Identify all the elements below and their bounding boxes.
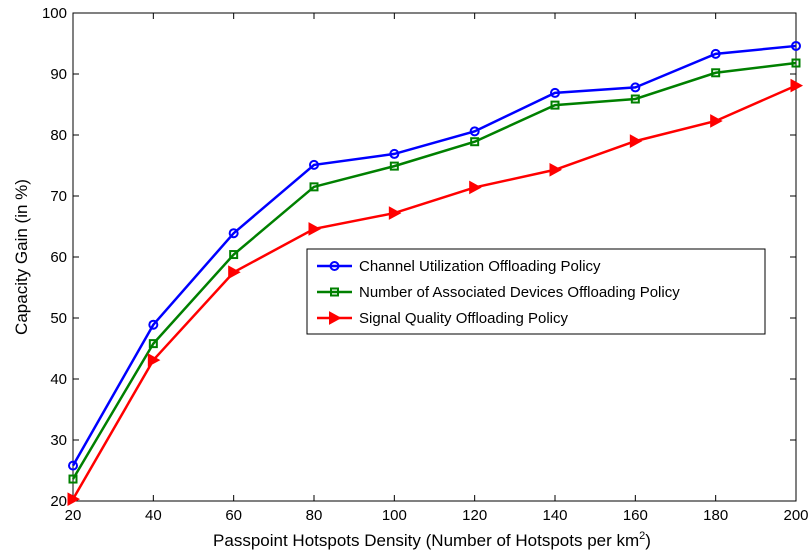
series-1-point-5 — [470, 137, 480, 147]
x-tick-label-4: 100 — [382, 507, 407, 524]
y-tick-label-5: 70 — [50, 188, 67, 205]
series-0-point-8 — [710, 48, 721, 59]
legend-marker-0 — [329, 261, 340, 271]
series-2-point-9 — [790, 78, 804, 93]
y-tick-label-4: 60 — [50, 249, 67, 266]
series-0-point-9 — [791, 40, 801, 51]
legend-label-0: Channel Utilization Offloading Policy — [359, 258, 601, 275]
y-tick-label-7: 90 — [50, 66, 67, 83]
x-axis-label-superscript: 2 — [639, 530, 645, 542]
legend-box — [306, 248, 766, 335]
y-tick-label-2: 40 — [50, 371, 67, 388]
series-0-point-7 — [630, 82, 641, 93]
series-1-point-1 — [148, 339, 158, 349]
series-0 — [68, 40, 801, 471]
series-1-point-2 — [229, 250, 239, 260]
series-0-point-6 — [550, 87, 560, 98]
y-tick-label-0: 20 — [50, 493, 67, 510]
series-0-point-4 — [389, 148, 400, 159]
legend-marker-2 — [329, 311, 342, 325]
x-tick-label-7: 160 — [623, 507, 648, 524]
x-tick-label-8: 180 — [703, 507, 728, 524]
x-tick-label-0: 20 — [65, 507, 82, 524]
series-2-point-0 — [67, 492, 81, 507]
series-0-point-1 — [148, 319, 159, 330]
y-tick-label-6: 80 — [50, 127, 67, 144]
x-tick-label-3: 80 — [306, 507, 323, 524]
legend-label-2: Signal Quality Offloading Policy — [359, 310, 569, 327]
x-axis-ticks: 20 40 60 80 100 120 140 160 180 200 — [65, 13, 809, 524]
x-tick-label-6: 140 — [542, 507, 567, 524]
series-2-point-3 — [308, 222, 322, 236]
legend: Channel Utilization Offloading Policy Num… — [306, 248, 766, 335]
legend-label-1: Number of Associated Devices Offloading … — [359, 284, 680, 301]
y-axis-ticks: 20 30 40 50 60 70 80 90 100 — [42, 5, 796, 510]
x-tick-label-5: 120 — [462, 507, 487, 524]
series-2-point-1 — [147, 353, 161, 367]
series-2-point-6 — [549, 162, 563, 177]
x-tick-label-9: 200 — [783, 507, 808, 524]
y-axis-label: Capacity Gain (in %) — [12, 179, 31, 335]
series-2-point-4 — [388, 206, 402, 220]
x-axis-label-end: ) — [645, 531, 651, 550]
x-axis-label: Passpoint Hotspots Density (Number of Ho… — [213, 530, 651, 550]
series-0-point-2 — [228, 228, 239, 239]
x-tick-label-2: 60 — [225, 507, 242, 524]
y-tick-label-1: 30 — [50, 432, 67, 449]
y-tick-label-3: 50 — [50, 310, 67, 327]
x-tick-label-1: 40 — [145, 507, 162, 524]
legend-marker-1 — [330, 287, 339, 297]
series-2-point-5 — [469, 180, 482, 195]
y-tick-label-8: 100 — [42, 5, 67, 22]
series-1-point-0 — [68, 474, 78, 484]
series-2 — [67, 78, 804, 507]
series-1-point-3 — [309, 182, 319, 192]
series-line-0 — [71, 44, 797, 467]
series-0-point-0 — [68, 460, 78, 471]
series-line-2 — [71, 84, 797, 500]
series-1-point-6 — [550, 100, 560, 110]
x-axis-label-main: Passpoint Hotspots Density (Number of Ho… — [213, 531, 639, 550]
series-0-point-3 — [309, 159, 319, 170]
series-1-point-9 — [791, 58, 801, 68]
series-1 — [68, 58, 801, 484]
series-2-point-7 — [629, 134, 643, 148]
series-2-point-8 — [710, 114, 723, 128]
series-1-point-4 — [389, 161, 399, 171]
series-line-1 — [71, 61, 797, 480]
series-layer — [67, 40, 804, 507]
series-0-point-5 — [469, 126, 480, 137]
series-1-point-7 — [630, 94, 640, 104]
series-1-point-8 — [711, 68, 721, 78]
series-2-point-2 — [228, 265, 241, 280]
